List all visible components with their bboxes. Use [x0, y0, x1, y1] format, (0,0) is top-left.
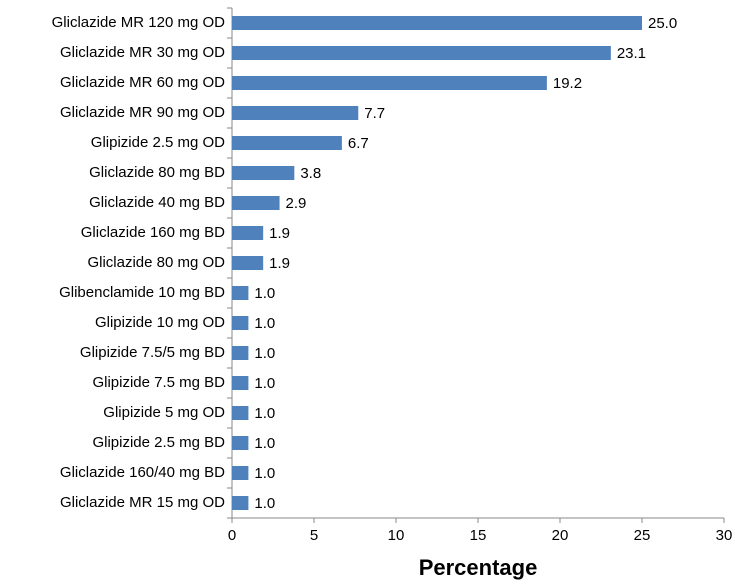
- y-tick-label: Gliclazide MR 90 mg OD: [60, 104, 225, 121]
- value-label: 1.0: [254, 405, 275, 422]
- value-label: 23.1: [617, 45, 646, 62]
- bar: [232, 286, 249, 300]
- x-tick-label: 25: [634, 527, 651, 544]
- y-tick-label: Gliclazide MR 15 mg OD: [60, 494, 225, 511]
- bar: [232, 196, 280, 210]
- y-tick-label: Glipizide 2.5 mg BD: [92, 434, 225, 451]
- value-label: 1.0: [254, 435, 275, 452]
- bar: [232, 136, 342, 150]
- y-tick-label: Gliclazide MR 60 mg OD: [60, 74, 225, 91]
- value-label: 1.0: [254, 345, 275, 362]
- bar: [232, 346, 249, 360]
- x-axis-label: Percentage: [419, 555, 538, 580]
- value-label: 19.2: [553, 75, 582, 92]
- x-tick-label: 15: [470, 527, 487, 544]
- y-tick-label: Glibenclamide 10 mg BD: [59, 284, 225, 301]
- bar: [232, 376, 249, 390]
- y-tick-label: Glipizide 7.5 mg BD: [92, 374, 225, 391]
- bar: [232, 16, 642, 30]
- value-label: 1.0: [254, 315, 275, 332]
- y-tick-label: Glipizide 10 mg OD: [95, 314, 225, 331]
- y-tick-label: Gliclazide MR 120 mg OD: [52, 14, 226, 31]
- value-label: 1.0: [254, 375, 275, 392]
- y-tick-label: Glipizide 2.5 mg OD: [91, 134, 225, 151]
- value-label: 1.0: [254, 465, 275, 482]
- bar: [232, 256, 264, 270]
- x-tick-label: 0: [228, 527, 236, 544]
- value-label: 1.9: [269, 255, 290, 272]
- bar: [232, 76, 547, 90]
- y-tick-label: Gliclazide 160 mg BD: [81, 224, 225, 241]
- bar: [232, 166, 295, 180]
- y-tick-label: Glipizide 5 mg OD: [103, 404, 225, 421]
- bar: [232, 106, 359, 120]
- y-tick-label: Gliclazide 80 mg BD: [89, 164, 225, 181]
- x-tick-label: 20: [552, 527, 569, 544]
- x-tick-label: 5: [310, 527, 318, 544]
- bar: [232, 316, 249, 330]
- bar: [232, 466, 249, 480]
- y-tick-label: Gliclazide MR 30 mg OD: [60, 44, 225, 61]
- value-label: 3.8: [300, 165, 321, 182]
- y-tick-label: Gliclazide 40 mg BD: [89, 194, 225, 211]
- value-label: 25.0: [648, 15, 677, 32]
- x-tick-label: 10: [388, 527, 405, 544]
- y-tick-label: Gliclazide 80 mg OD: [87, 254, 225, 271]
- y-tick-label: Glipizide 7.5/5 mg BD: [80, 344, 225, 361]
- y-tick-label: Gliclazide 160/40 mg BD: [60, 464, 225, 481]
- x-tick-label: 30: [716, 527, 733, 544]
- bar: [232, 436, 249, 450]
- value-label: 2.9: [286, 195, 307, 212]
- value-label: 7.7: [364, 105, 385, 122]
- bar: [232, 226, 264, 240]
- bar: [232, 496, 249, 510]
- value-label: 1.9: [269, 225, 290, 242]
- value-label: 1.0: [254, 495, 275, 512]
- bar: [232, 406, 249, 420]
- value-label: 1.0: [254, 285, 275, 302]
- value-label: 6.7: [348, 135, 369, 152]
- bar: [232, 46, 611, 60]
